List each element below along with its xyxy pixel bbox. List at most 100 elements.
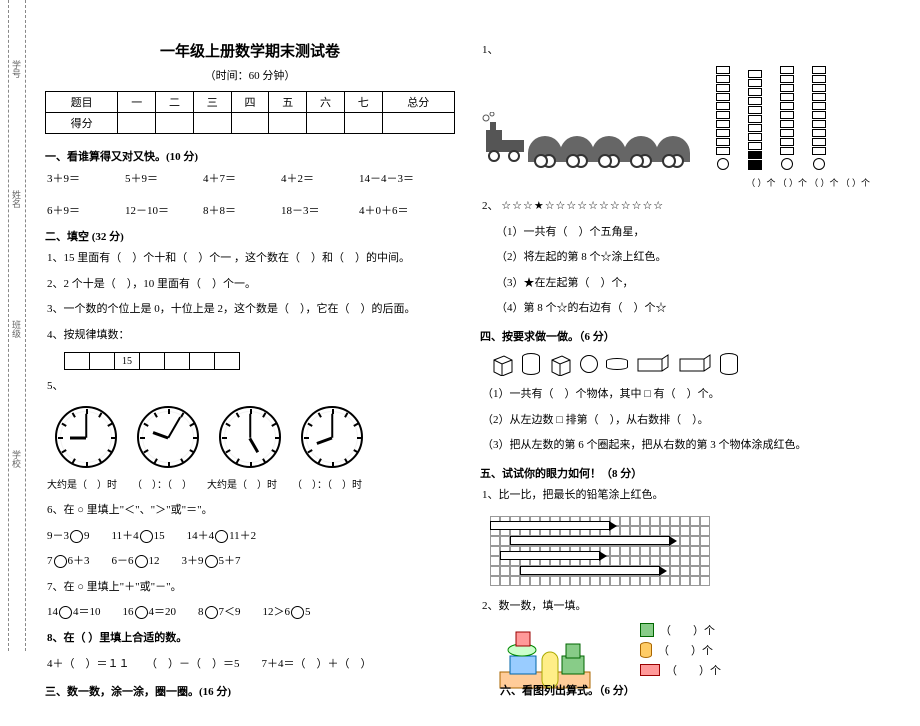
q5-1: 1、比一比，把最长的铅笔涂上红色。 (482, 487, 890, 505)
pencil-shape (490, 521, 610, 530)
exam-title: 一年级上册数学期末测试卷 (45, 40, 455, 61)
score-table: 题目 一 二 三 四 五 六 七 总分 得分 (45, 91, 455, 134)
pencil-shape (520, 566, 660, 575)
train-car (592, 136, 626, 162)
label: 2、 (482, 200, 499, 212)
box (139, 352, 165, 370)
clocks-row (45, 406, 455, 468)
q2-2: 2、2 个十是（ ），10 里面有（ ）个一。 (47, 276, 455, 294)
train-and-tallies (480, 66, 890, 170)
left-page: 一年级上册数学期末测试卷 （时间：60 分钟） 题目 一 二 三 四 五 六 七… (45, 40, 455, 699)
cylinder-icon (720, 353, 738, 375)
q4-3: （3）把从左数的第 6 个圈起来，把从右数的第 3 个物体涂成红色。 (482, 437, 890, 455)
equation: 4＋0＋6＝ (359, 202, 419, 218)
cell: 三 (193, 92, 231, 113)
train-car (656, 136, 690, 162)
cell (156, 113, 194, 134)
train-figure (480, 112, 690, 162)
cell: 一 (118, 92, 156, 113)
right-page: 1、 （ ）个 （ ）个 （ ）个 （ ）个 2、 ☆☆☆★☆☆☆☆☆☆☆☆☆☆… (480, 40, 890, 726)
cell (231, 113, 269, 134)
box (89, 352, 115, 370)
binding-label: 姓名 (10, 190, 23, 208)
equation: 5＋9＝ (125, 170, 185, 186)
legend-text: （ ）个 (666, 662, 721, 678)
cylinder-icon (640, 642, 652, 658)
eq-row: 3＋9＝ 5＋9＝ 4＋7＝ 4＋2＝ 14－4－3＝ (47, 170, 455, 186)
equation: 3＋9＝ (47, 170, 107, 186)
shapes-row (490, 352, 890, 376)
clock-icon (219, 406, 281, 468)
binding-label: 学号 (10, 60, 23, 78)
tally-columns (716, 66, 826, 170)
equation: 6＋9＝ (47, 202, 107, 218)
binding-label: 学校 (10, 450, 23, 468)
score-header-row: 题目 一 二 三 四 五 六 七 总分 (46, 92, 455, 113)
q3-2-label: 2、 ☆☆☆★☆☆☆☆☆☆☆☆☆☆☆ (482, 198, 890, 216)
section-2-heading: 二、填空 (32 分) (45, 228, 455, 244)
q3-2-2: （2）将左起的第 8 个☆涂上红色。 (496, 249, 890, 267)
equation: 4＋2＝ (281, 170, 341, 186)
pencils-figure (490, 516, 710, 586)
binding-label: 班级 (10, 320, 23, 338)
q2-3: 3、一个数的个位上是 0，十位上是 2，这个数是（ ），它在（ ）的后面。 (47, 301, 455, 319)
exam-subtitle: （时间：60 分钟） (45, 67, 455, 83)
legend: （ ）个 （ ）个 （ ）个 (640, 622, 721, 678)
cube-icon (490, 352, 514, 376)
q2-8: 8、在（ ）里填上合适的数。 (47, 630, 455, 648)
box (189, 352, 215, 370)
stars-row: ☆☆☆★☆☆☆☆☆☆☆☆☆☆☆ (501, 200, 664, 212)
cell (307, 113, 345, 134)
cell: 七 (344, 92, 382, 113)
pill-icon (606, 358, 628, 370)
train-car (528, 136, 562, 162)
number-boxes: 15 (65, 352, 455, 370)
cell: 得分 (46, 113, 118, 134)
legend-row: （ ）个 (640, 662, 721, 678)
tally-column (748, 70, 762, 170)
tally-column (780, 66, 794, 170)
cell (118, 113, 156, 134)
q6-row: 9－39 11＋415 14＋411＋2 (47, 528, 455, 546)
cuboid-icon (678, 353, 712, 375)
locomotive-icon (480, 112, 530, 162)
cylinder-icon (522, 353, 540, 375)
cube-icon (640, 623, 654, 637)
q3-2-4: （4）第 8 个☆的右边有（ ）个☆ (496, 300, 890, 318)
legend-row: （ ）个 (640, 622, 721, 638)
cell (269, 113, 307, 134)
q2-5: 5、 (47, 378, 455, 396)
cuboid-icon (636, 353, 670, 375)
box (64, 352, 90, 370)
q2-1: 1、15 里面有（ ）个十和（ ）个一 ，这个数在（ ）和（ ）的中间。 (47, 250, 455, 268)
section-6-heading: 六、看图列出算式。（6 分） (500, 682, 910, 698)
tally-column (716, 66, 730, 170)
pencil-shape (500, 551, 600, 560)
q4-2: （2）从左边数 □ 排第（ ），从右数排（ ）。 (482, 412, 890, 430)
pencil-shape (510, 536, 670, 545)
equation: 18－3＝ (281, 202, 341, 218)
legend-row: （ ）个 (640, 642, 721, 658)
box (214, 352, 240, 370)
cube-icon (548, 352, 572, 376)
cell: 四 (231, 92, 269, 113)
section-5-heading: 五、试试你的眼力如何！（8 分） (480, 465, 890, 481)
section-1-heading: 一、看谁算得又对又快。(10 分) (45, 148, 455, 164)
q2-7: 7、在 ○ 里填上"＋"或"－"。 (47, 579, 455, 597)
q3-1: 1、 (482, 42, 890, 60)
cell (344, 113, 382, 134)
sphere-icon (580, 355, 598, 373)
cell: 题目 (46, 92, 118, 113)
cell (193, 113, 231, 134)
clock-icon (301, 406, 363, 468)
cell: 二 (156, 92, 194, 113)
train-car (560, 136, 594, 162)
cell: 六 (307, 92, 345, 113)
tally-labels: （ ）个 （ ）个 （ ）个 （ ）个 (482, 176, 890, 190)
eq-row: 6＋9＝ 12－10＝ 8＋8＝ 18－3＝ 4＋0＋6＝ (47, 202, 455, 218)
section-3-heading: 三、数一数，涂一涂，圈一圈。(16 分) (45, 683, 455, 699)
legend-text: （ ）个 (658, 642, 713, 658)
q3-2-1: （1）一共有（ ）个五角星， (496, 224, 890, 242)
score-value-row: 得分 (46, 113, 455, 134)
q5-2: 2、数一数，填一填。 (482, 598, 890, 616)
